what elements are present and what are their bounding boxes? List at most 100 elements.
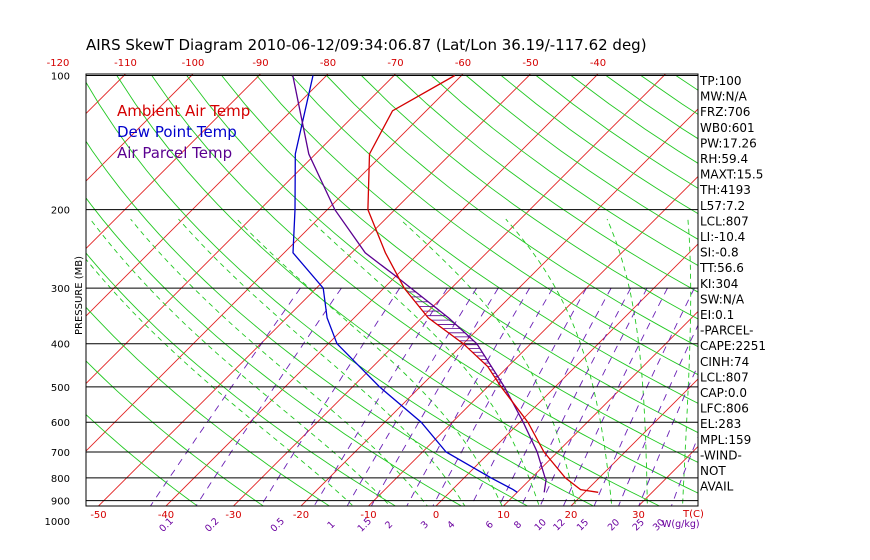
mixing-ratio-line — [470, 287, 587, 506]
index-item: SW:N/A — [700, 292, 745, 306]
isotherm-line — [503, 310, 698, 506]
y-tick-label: 900 — [51, 497, 70, 508]
index-item: LCL:807 — [700, 370, 749, 384]
sounding-curves — [292, 74, 599, 493]
top-x-tick-label: -50 — [522, 58, 538, 69]
mixing-ratio-line — [313, 287, 448, 506]
top-x-tick-label: -70 — [387, 58, 403, 69]
series-line-dew-point-temp — [292, 75, 518, 493]
x-tick-label: 20 — [565, 510, 578, 521]
isotherm-line — [86, 74, 261, 250]
mixing-ratio-line — [346, 287, 477, 506]
dry-adiabat-line — [816, 76, 870, 531]
mixing-ratio-line — [618, 324, 698, 506]
dry-adiabat-line — [746, 76, 870, 531]
mixing-ratio-tick-label: 10 — [533, 517, 549, 533]
moist-adiabat-line — [130, 218, 428, 506]
index-item: AVAIL — [700, 480, 734, 494]
legend-air-parcel-temp: Air Parcel Temp — [117, 144, 232, 162]
index-item: SI:-0.8 — [700, 246, 739, 260]
mixing-ratio-line — [370, 287, 499, 506]
index-item: TT:56.6 — [699, 261, 744, 275]
isotherm-line — [86, 74, 396, 385]
background-grid — [0, 74, 870, 531]
index-item: CAPE:2251 — [700, 339, 766, 353]
moist-adiabat-line — [682, 219, 692, 506]
x-tick-label: 10 — [497, 510, 510, 521]
x-tick-label: -50 — [90, 510, 106, 521]
mixing-ratio-tick-label: 4 — [445, 519, 457, 531]
index-item: LFC:806 — [700, 402, 749, 416]
top-x-tick-label: -80 — [320, 58, 336, 69]
index-item: KI:304 — [700, 277, 738, 291]
y-tick-label: 600 — [51, 418, 70, 429]
mixing-ratio-tick-label: 0.5 — [269, 516, 287, 534]
dry-adiabat-line — [86, 252, 397, 506]
top-x-tick-label: -90 — [252, 58, 268, 69]
legend: Ambient Air Temp Dew Point Temp Air Parc… — [117, 102, 250, 162]
mixing-ratio-line — [638, 364, 698, 506]
mixing-ratio-tick-label: 0.2 — [203, 516, 221, 534]
isotherm-line — [570, 378, 698, 506]
index-item: PW:17.26 — [700, 136, 757, 150]
dry-adiabat-line — [221, 75, 698, 434]
isotherm-line — [0, 74, 58, 506]
dry-adiabat-line — [86, 197, 463, 506]
index-item: -WIND- — [700, 448, 742, 462]
mixing-ratio-line — [406, 287, 530, 506]
index-item: NOT — [700, 464, 726, 478]
isotherm-line — [98, 74, 531, 506]
x-tick-label: 0 — [433, 510, 439, 521]
top-x-tick-label: -40 — [590, 58, 606, 69]
isotherm-line — [86, 74, 194, 182]
dry-adiabat-line — [291, 75, 698, 376]
index-item: MPL:159 — [700, 433, 751, 447]
top-x-tick-label: -120 — [47, 58, 70, 69]
isotherm-line — [165, 74, 599, 506]
mixing-ratio-tick-label: 2 — [383, 519, 395, 531]
legend-ambient-air-temp: Ambient Air Temp — [117, 102, 250, 120]
index-item: LCL:807 — [700, 214, 749, 228]
isotherm-line — [841, 74, 870, 506]
mixing-ratio-line — [593, 287, 695, 506]
legend-dew-point-temp: Dew Point Temp — [117, 123, 237, 141]
x-tick-label: -30 — [225, 510, 241, 521]
dry-adiabat-line — [431, 75, 698, 266]
index-item: TP:100 — [699, 74, 742, 88]
dry-adiabat-line — [151, 75, 698, 494]
x-tick-label: -40 — [158, 510, 174, 521]
moist-adiabat-line — [86, 258, 354, 506]
index-item: CAP:0.0 — [700, 386, 747, 400]
top-x-tick-label: -60 — [455, 58, 471, 69]
dry-adiabat-line — [186, 75, 698, 463]
dry-adiabat-line — [86, 360, 265, 506]
dry-adiabat-line — [116, 75, 661, 506]
isotherm-line — [368, 175, 698, 506]
isotherm-line — [774, 74, 870, 506]
mixing-ratio-line — [539, 287, 648, 506]
index-item: TH:4193 — [699, 183, 751, 197]
index-item: EL:283 — [700, 417, 741, 431]
x-tick-label: -20 — [293, 510, 309, 521]
dry-adiabat-line — [256, 75, 698, 404]
y-tick-label: 400 — [51, 340, 70, 351]
dry-adiabat-line — [86, 414, 199, 506]
mixing-ratio-axis-label: W(g/kg) — [662, 519, 700, 530]
mixing-ratio-tick-label: 20 — [606, 517, 622, 533]
y-tick-label: 500 — [51, 383, 70, 394]
dry-adiabat-line — [86, 140, 529, 506]
dry-adiabat-line — [326, 75, 698, 348]
dry-adiabat-line — [500, 75, 698, 215]
top-x-tick-label: -110 — [114, 58, 137, 69]
moist-adiabat-line — [399, 218, 577, 506]
index-item: RH:59.4 — [700, 152, 748, 166]
dry-adiabat-line — [781, 76, 870, 531]
index-item: EI:0.1 — [700, 308, 734, 322]
mixing-ratio-line — [260, 287, 401, 506]
isotherm-line — [86, 74, 464, 452]
moist-adiabat-line — [606, 218, 648, 506]
index-item: -PARCEL- — [700, 324, 754, 338]
index-item: FRZ:706 — [700, 105, 750, 119]
y-tick-label: 200 — [51, 206, 70, 217]
y-axis-label: PRESSURE (MB) — [74, 256, 85, 335]
